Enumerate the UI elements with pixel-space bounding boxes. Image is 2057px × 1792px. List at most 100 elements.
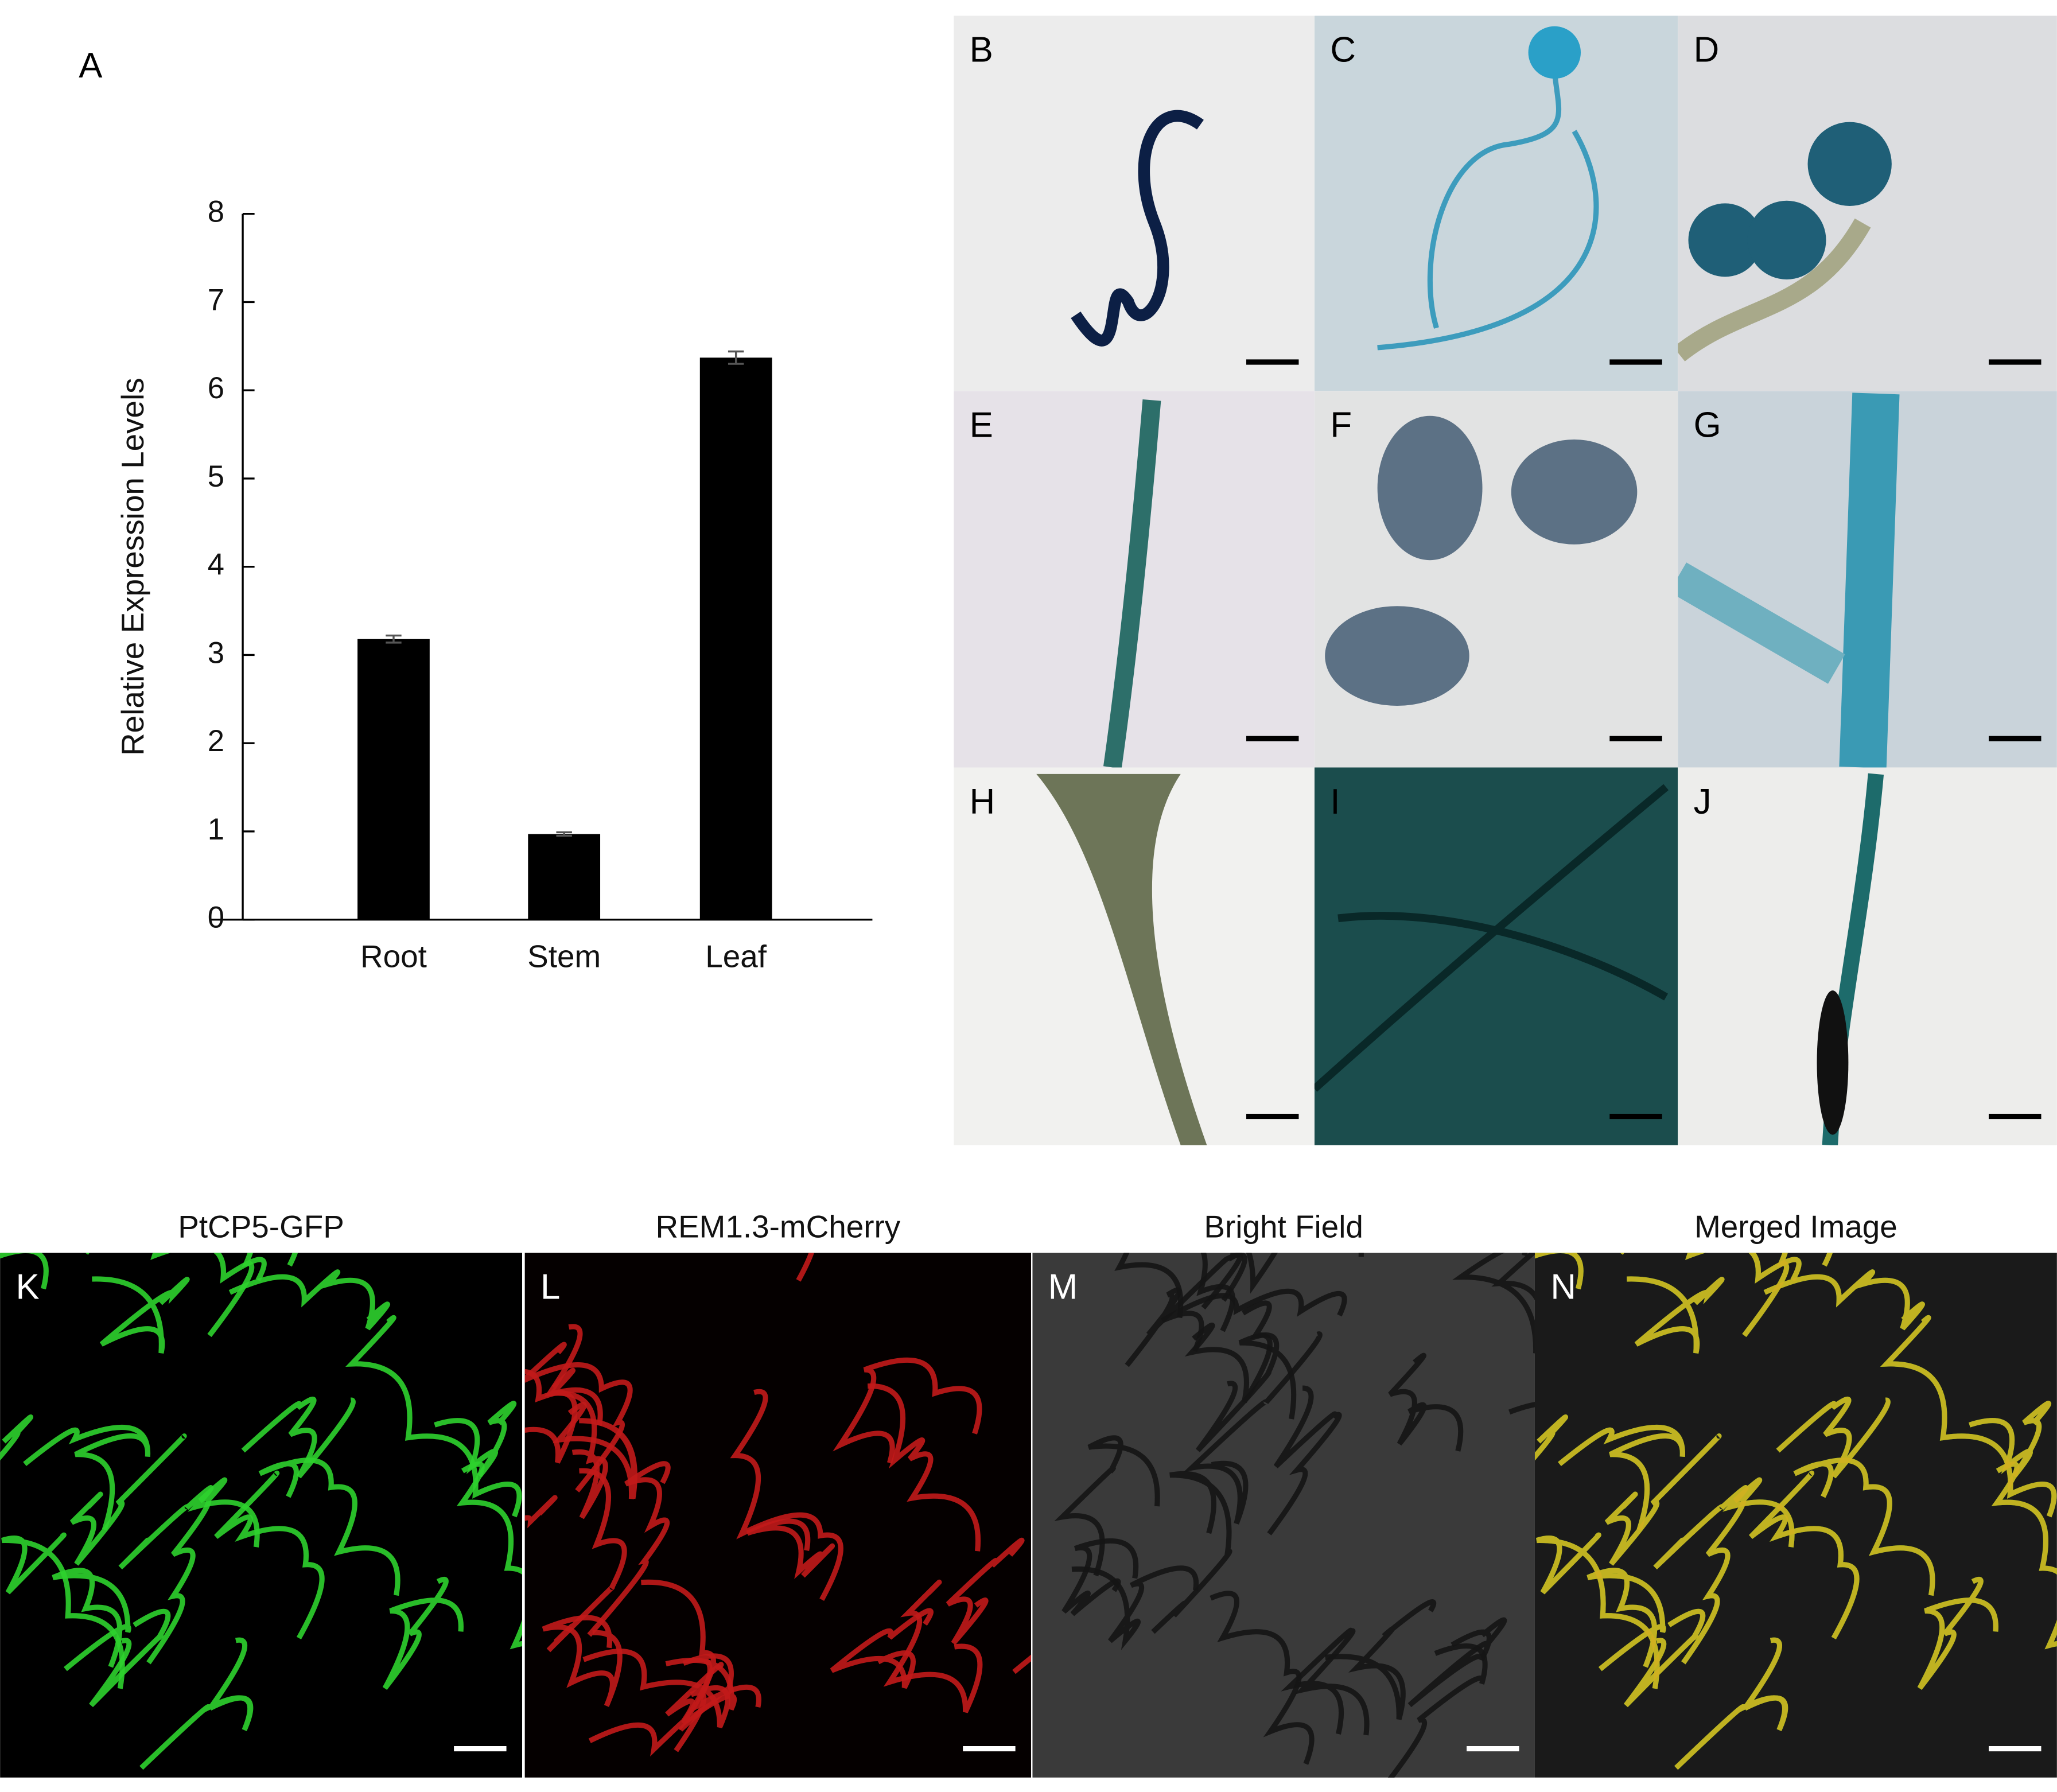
cell-outline: [1151, 1471, 1232, 1634]
cell-outline: [207, 1253, 298, 1338]
cell-outline: [1387, 1643, 1488, 1778]
photo-panel: [1678, 15, 2057, 391]
cell-outline: [1536, 1532, 1660, 1689]
cell-outline: [524, 1495, 558, 1529]
cell-outline: [258, 1457, 400, 1596]
photo-panel: [1314, 391, 1678, 768]
bar: [357, 639, 430, 920]
y-tick-label: 8: [208, 195, 224, 229]
cell-outline: [52, 1568, 131, 1672]
panel-label: I: [1330, 782, 1340, 822]
cell-outline: [524, 1342, 633, 1492]
cell-outline: [833, 1357, 982, 1464]
cell-outline: [678, 1653, 761, 1732]
error-bar: [728, 350, 744, 365]
cell-outline: [1, 1532, 125, 1689]
cell-outline: [1061, 1538, 1139, 1616]
cell-outline: [241, 1396, 356, 1479]
y-tick-label: 0: [208, 901, 224, 935]
cell-outline: [1991, 1461, 2057, 1650]
panel-label: J: [1694, 782, 1712, 822]
photo-panel: [1534, 1253, 2057, 1778]
error-bar: [386, 634, 402, 644]
cell-outline: [1674, 1637, 1788, 1770]
cell-outline: [883, 1579, 983, 1713]
cell-outline: [1681, 1477, 1763, 1665]
cell-outline: [92, 1276, 190, 1354]
cell-outline: [456, 1461, 523, 1650]
panel-label: M: [1048, 1268, 1078, 1307]
y-tick-label: 1: [208, 813, 224, 846]
panel-label: H: [970, 782, 996, 822]
photo-panel: [1678, 391, 2057, 768]
panel-caption: Merged Image: [1694, 1209, 1897, 1245]
cell-outline: [1161, 1288, 1347, 1352]
cell-outline: [542, 1615, 623, 1707]
cell-outline: [1587, 1568, 1666, 1672]
root-tip: [1817, 990, 1849, 1135]
bud: [1528, 26, 1581, 79]
cell-outline: [746, 1518, 835, 1579]
panel-label: B: [970, 30, 993, 70]
cell-outline: [1114, 1253, 1184, 1319]
y-tick-label: 3: [208, 636, 224, 670]
photo: [1534, 1253, 2057, 1778]
y-tick-label: 4: [208, 548, 224, 582]
panel-label: E: [970, 406, 993, 445]
cell-outline: [1917, 1576, 1998, 1690]
panel-label: C: [1330, 30, 1356, 70]
photo-panel: [954, 15, 1315, 391]
flower: [1688, 203, 1762, 277]
cell-outline: [214, 1470, 325, 1640]
cell-outline: [69, 1433, 187, 1566]
flower: [1747, 200, 1826, 279]
cell-outline: [1742, 1253, 1833, 1338]
x-tick-label: Root: [360, 939, 427, 974]
panel-label: K: [16, 1268, 40, 1307]
cell-outline: [228, 1269, 391, 1331]
silique: [1103, 399, 1161, 768]
cell-outline: [1184, 1300, 1273, 1404]
error-bar: [556, 831, 572, 837]
cell-outline: [544, 1324, 608, 1519]
cell-outline: [1201, 1253, 1243, 1310]
cell-outline: [588, 1662, 724, 1757]
photo: [524, 1253, 1032, 1778]
cell-outline: [150, 1253, 267, 1284]
cell-outline: [868, 1383, 981, 1552]
cell-outline: [1793, 1457, 1935, 1596]
photo-panel: [1314, 767, 1678, 1145]
y-tick-label: 5: [208, 460, 224, 493]
seedling: [1071, 110, 1204, 347]
y-tick-label: 7: [208, 283, 224, 317]
seed: [1377, 415, 1483, 561]
photo-panel: [0, 1253, 523, 1778]
panel-caption: Bright Field: [1204, 1209, 1363, 1245]
cell-outline: [1604, 1433, 1722, 1566]
photo: [954, 15, 1315, 391]
photo-panel: [1032, 1253, 1535, 1778]
cell-outline: [946, 1537, 1025, 1645]
cell-outline: [830, 1608, 934, 1689]
cell-outline: [1624, 1608, 1706, 1708]
seedling: [1377, 39, 1599, 351]
vein: [1314, 784, 1669, 1092]
petiole: [1036, 773, 1207, 1145]
photo: [1314, 15, 1678, 391]
panel-label: A: [79, 46, 103, 85]
cell-outline: [1452, 1253, 1535, 1354]
cell-outline: [1534, 1414, 1568, 1461]
cell-outline: [1281, 1627, 1370, 1736]
cell-outline: [1210, 1591, 1315, 1765]
seed: [1511, 439, 1638, 545]
flower: [1807, 122, 1892, 206]
cell-outline: [0, 1414, 34, 1461]
cell-outline: [1183, 1331, 1323, 1525]
cell-outline: [1246, 1253, 1364, 1294]
cell-outline: [139, 1637, 254, 1770]
stalk: [1678, 218, 1871, 361]
photo: [1678, 15, 2057, 391]
cell-outline: [1325, 1599, 1437, 1720]
cell-outline: [1880, 1315, 2057, 1518]
